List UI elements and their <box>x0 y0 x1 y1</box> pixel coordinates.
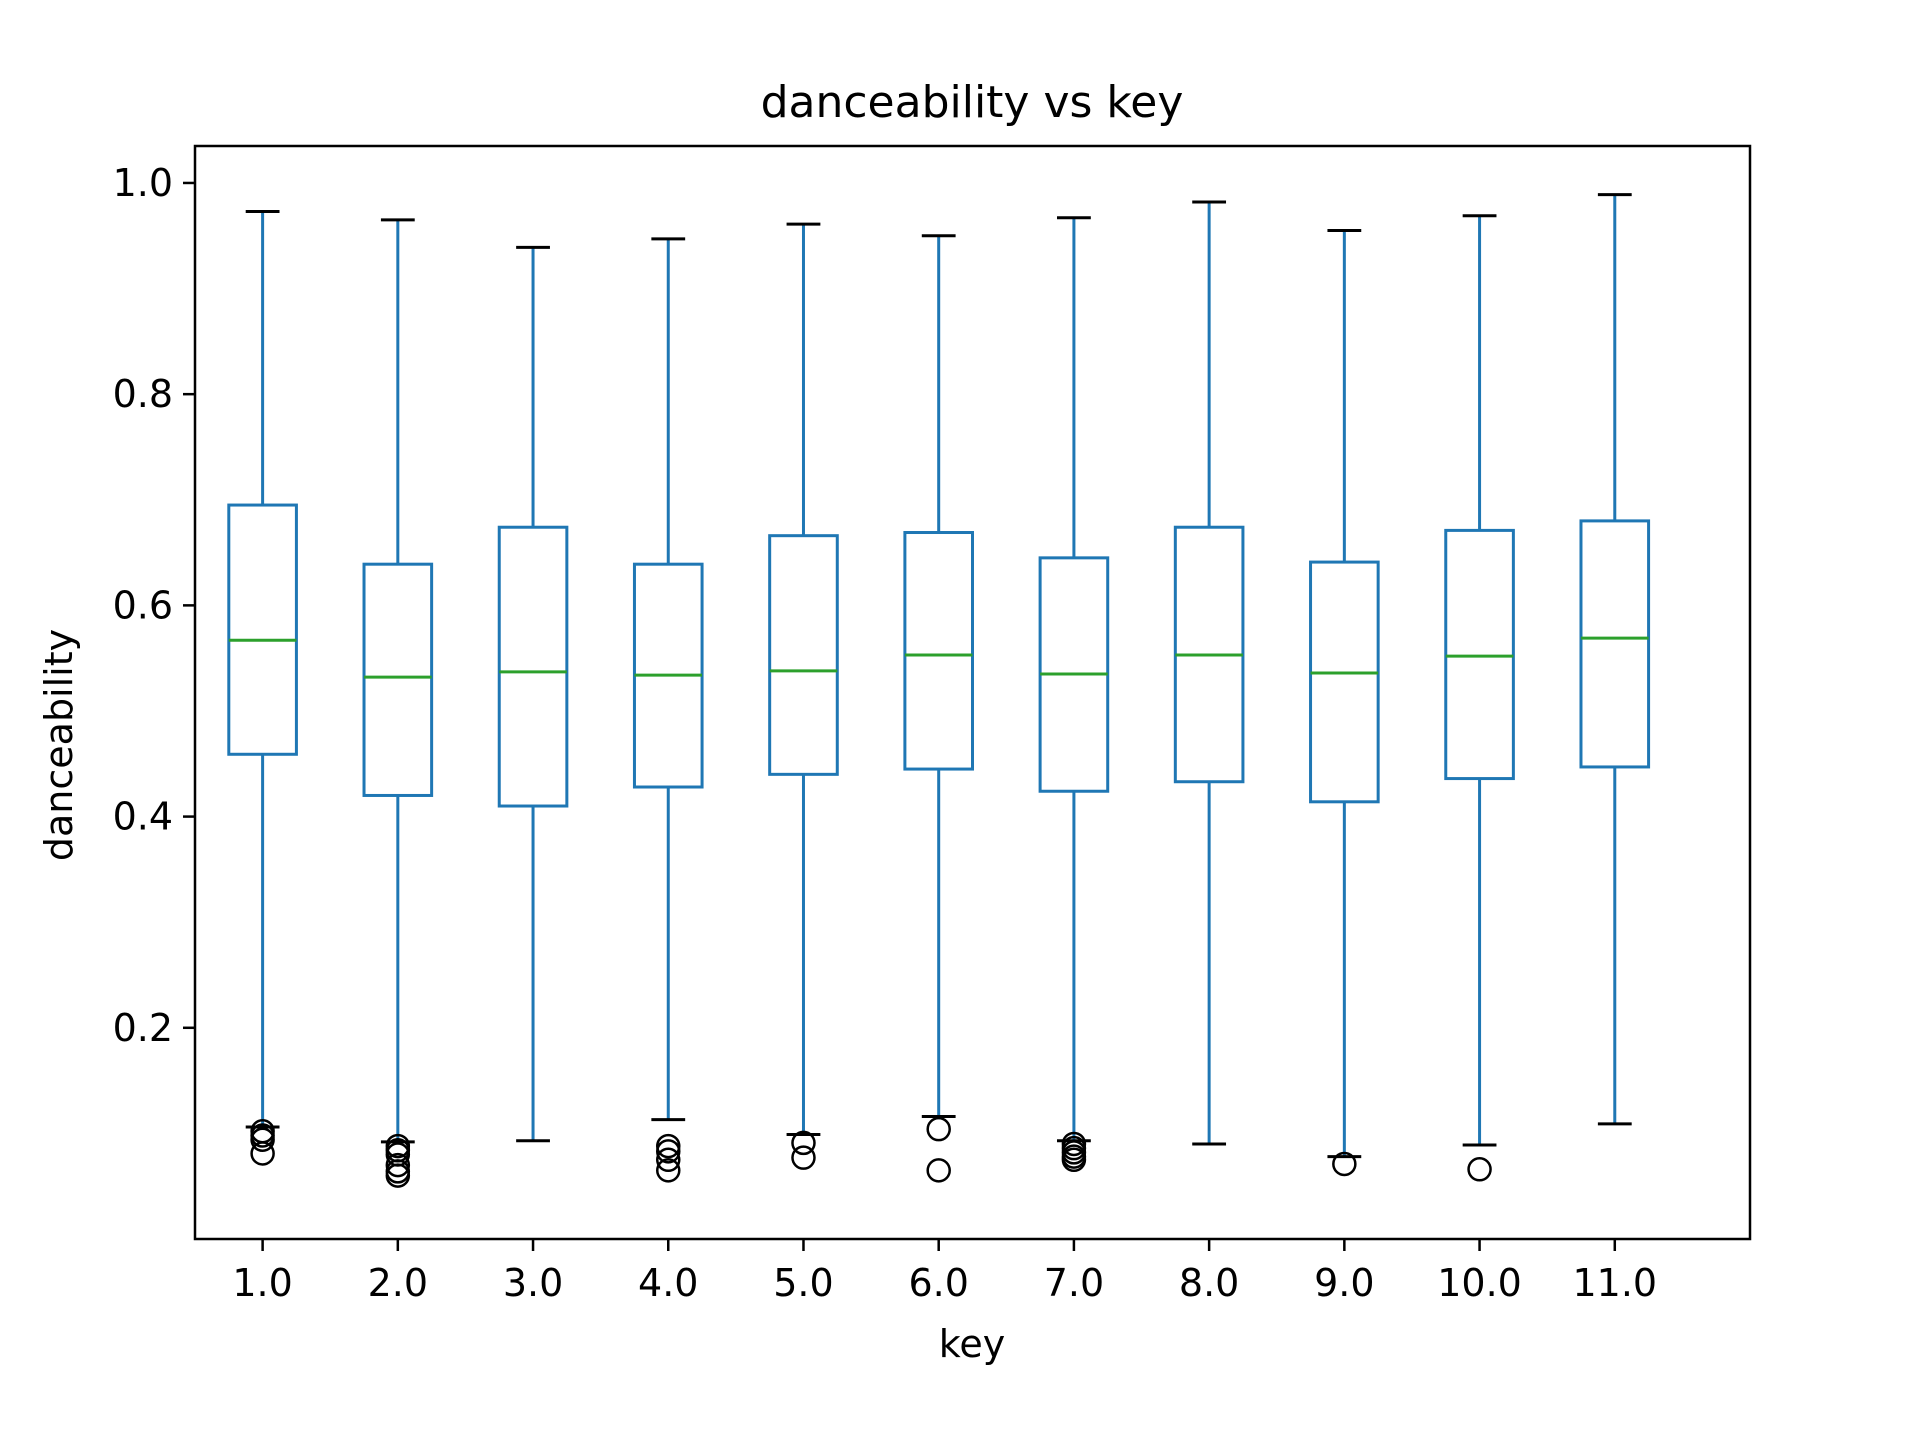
outlier-point <box>250 1127 275 1152</box>
x-tick-label: 7.0 <box>1044 1261 1104 1305</box>
x-axis-label: key <box>939 1322 1006 1366</box>
y-tick-label: 0.8 <box>113 372 173 416</box>
outlier-point <box>656 1139 681 1164</box>
y-tick-label: 1.0 <box>113 161 173 205</box>
y-tick-label: 0.2 <box>113 1006 173 1050</box>
iqr-box <box>497 525 569 808</box>
iqr-box <box>1579 519 1651 769</box>
x-tick-label: 9.0 <box>1314 1261 1374 1305</box>
x-tick-label: 10.0 <box>1437 1261 1522 1305</box>
outlier-point <box>926 1158 951 1183</box>
outlier-point <box>385 1163 411 1188</box>
outlier-point <box>926 1116 951 1142</box>
y-tick-label: 0.6 <box>113 583 173 627</box>
iqr-box <box>227 503 298 756</box>
iqr-box <box>362 562 434 797</box>
chart-title: danceability vs key <box>761 77 1184 128</box>
iqr-box <box>768 534 839 776</box>
outlier-point <box>791 1130 816 1156</box>
x-tick-label: 11.0 <box>1572 1261 1657 1305</box>
outlier-point <box>1332 1151 1357 1177</box>
outlier-point <box>1467 1157 1492 1182</box>
x-tick-label: 1.0 <box>232 1261 292 1305</box>
x-tick-label: 2.0 <box>368 1261 428 1305</box>
y-axis-label: danceability <box>37 629 81 861</box>
x-tick-label: 5.0 <box>773 1261 833 1305</box>
x-tick-label: 6.0 <box>908 1261 968 1305</box>
outlier-point <box>250 1141 275 1166</box>
y-tick-label: 0.4 <box>113 795 173 839</box>
x-tick-label: 8.0 <box>1179 1261 1239 1305</box>
iqr-box <box>1444 528 1515 781</box>
x-tick-label: 3.0 <box>503 1261 563 1305</box>
axes-frame <box>193 144 1752 1241</box>
outlier-point <box>1061 1147 1087 1173</box>
outlier-point <box>385 1152 411 1178</box>
plot-area: 0.2 0.4 0.6 0.8 1.0 1.0 2.0 3.0 4.0 5.0 6.0 7.0 8.0 9… <box>113 161 1658 1305</box>
iqr-box <box>1309 560 1380 804</box>
outlier-point <box>656 1158 681 1183</box>
iqr-box <box>903 531 974 771</box>
outlier-point <box>656 1147 681 1173</box>
outlier-point <box>791 1145 816 1170</box>
x-tick-label: 4.0 <box>638 1261 698 1305</box>
